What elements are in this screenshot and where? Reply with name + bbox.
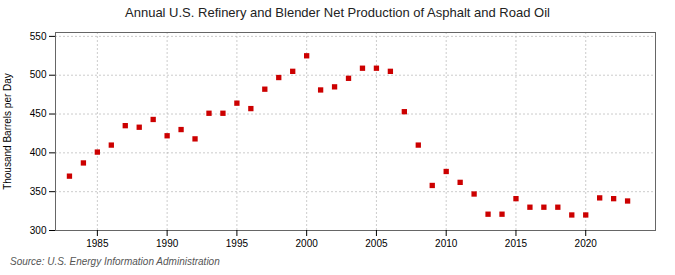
svg-text:500: 500 xyxy=(30,69,47,80)
html-text:Annual U.S. Refinery and Blend: Annual U.S. Refinery and Blender Net Pro… xyxy=(125,5,550,20)
svg-text:2015: 2015 xyxy=(505,238,528,249)
svg-text:550: 550 xyxy=(30,31,47,42)
svg-text:2005: 2005 xyxy=(365,238,388,249)
svg-text:350: 350 xyxy=(30,186,47,197)
svg-text:2010: 2010 xyxy=(435,238,458,249)
svg-text:400: 400 xyxy=(30,147,47,158)
svg-text:2000: 2000 xyxy=(296,238,319,249)
svg-text:Thousand Barrels per Day: Thousand Barrels per Day xyxy=(2,73,13,190)
svg-text:1995: 1995 xyxy=(226,238,249,249)
svg-text:1985: 1985 xyxy=(86,238,109,249)
svg-text:450: 450 xyxy=(30,108,47,119)
svg-text:300: 300 xyxy=(30,225,47,236)
svg-text:1990: 1990 xyxy=(156,238,179,249)
svg-text:2020: 2020 xyxy=(575,238,598,249)
html-text:Source: U.S. Energy Informatio: Source: U.S. Energy Information Administ… xyxy=(10,256,220,267)
